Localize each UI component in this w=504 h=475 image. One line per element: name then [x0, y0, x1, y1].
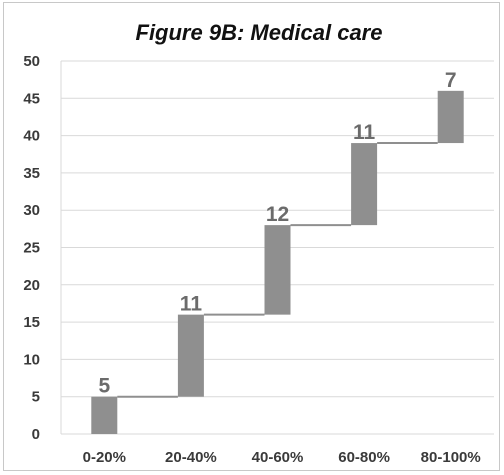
x-tick-label-40-60%: 40-60%: [252, 449, 304, 466]
y-tick-label-50: 50: [23, 53, 40, 70]
y-tick-label-30: 30: [23, 202, 40, 219]
chart-frame: Figure 9B: Medical care 0 5 10 15 20 25 30 35 40…: [3, 2, 500, 471]
chart-title: Figure 9B: Medical care: [136, 20, 383, 45]
bar-60-80%: [351, 143, 378, 226]
y-tick-label-5: 5: [32, 389, 40, 406]
data-label-20-40%: 11: [180, 293, 203, 316]
y-tick-label-15: 15: [23, 314, 40, 331]
y-axis-ticks: 0 5 10 15 20 25 30 35 40 45 50: [23, 53, 40, 443]
data-label-0-20%: 5: [98, 375, 110, 398]
bar-0-20%: [91, 396, 118, 434]
y-tick-label-35: 35: [23, 165, 40, 182]
data-label-80-100%: 7: [445, 69, 457, 92]
data-label-60-80%: 11: [353, 121, 376, 144]
y-tick-label-40: 40: [23, 128, 40, 145]
bars: [91, 90, 464, 434]
x-tick-label-20-40%: 20-40%: [165, 449, 217, 466]
chart-svg: Figure 9B: Medical care 0 5 10 15 20 25 30 35 40…: [23, 20, 494, 466]
y-tick-label-0: 0: [32, 426, 40, 443]
x-tick-label-60-80%: 60-80%: [338, 449, 390, 466]
y-tick-label-10: 10: [23, 351, 40, 368]
y-tick-label-25: 25: [23, 240, 40, 257]
bar-20-40%: [177, 314, 204, 397]
x-tick-label-80-100%: 80-100%: [421, 449, 481, 466]
bar-40-60%: [264, 225, 291, 315]
x-axis-ticks: 0-20% 20-40% 40-60% 60-80% 80-100%: [83, 449, 481, 466]
data-label-40-60%: 12: [266, 203, 289, 226]
connector-lines: [117, 142, 438, 398]
y-tick-label-20: 20: [23, 277, 40, 294]
data-labels: 5 11 12 11 7: [98, 69, 456, 398]
bar-80-100%: [437, 90, 464, 144]
x-tick-label-0-20%: 0-20%: [83, 449, 126, 466]
y-tick-label-45: 45: [23, 90, 40, 107]
